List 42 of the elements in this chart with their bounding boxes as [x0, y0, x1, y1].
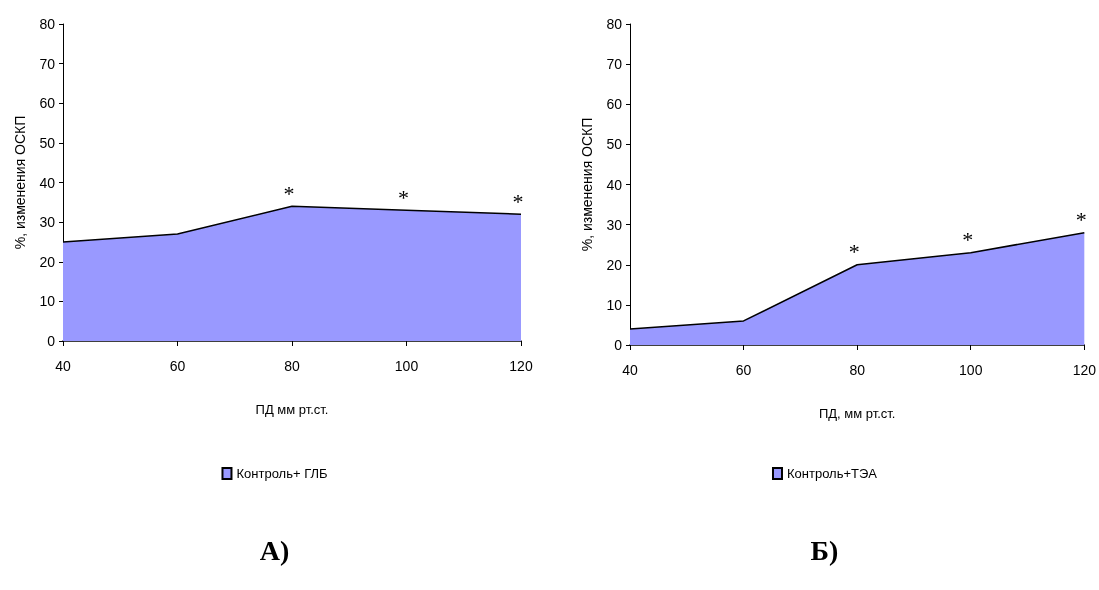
y-tick-label: 40 — [39, 174, 56, 191]
y-tick-label: 70 — [606, 56, 623, 73]
y-axis-title: %, изменения ОСКП — [579, 117, 595, 252]
x-axis-title: ПД мм рт.ст. — [255, 402, 329, 417]
x-tick-label: 120 — [509, 358, 533, 374]
y-tick-label: 50 — [606, 136, 623, 153]
y-tick-label: 50 — [39, 134, 56, 151]
annotation: * — [512, 188, 524, 214]
x-tick-label: 40 — [55, 358, 71, 374]
y-tick-label: 10 — [39, 293, 56, 310]
legend-label: Контроль+ ГЛБ — [236, 466, 328, 481]
x-tick-label: 100 — [394, 358, 419, 374]
y-axis-title: %, изменения ОСКП — [12, 115, 28, 250]
y-tick-label: 70 — [39, 55, 56, 72]
text: А) — [259, 534, 290, 566]
x-tick-label: 60 — [735, 362, 752, 378]
x-tick-label: 40 — [622, 362, 638, 378]
y-tick-label: 30 — [606, 216, 623, 233]
y-tick-label: 0 — [47, 333, 56, 349]
x-tick-label: 100 — [959, 362, 983, 378]
x-tick-label: 80 — [284, 358, 300, 374]
annotation: * — [398, 184, 409, 210]
y-tick-label: 20 — [39, 253, 56, 270]
annotation: * — [848, 239, 860, 265]
y-tick-label: 60 — [606, 96, 623, 113]
x-tick-label: 80 — [849, 362, 866, 378]
annotation: * — [1075, 207, 1087, 233]
y-tick-label: 80 — [39, 16, 56, 32]
x-axis-title: ПД, мм рт.ст. — [818, 406, 896, 421]
x-tick-label: 120 — [1072, 362, 1097, 378]
text: Б) — [810, 534, 839, 566]
y-tick-label: 0 — [614, 337, 623, 353]
legend-label: Контроль+ТЭА — [786, 466, 878, 481]
y-tick-label: 60 — [39, 95, 56, 112]
annotation: * — [962, 227, 974, 253]
annotation: * — [283, 180, 295, 206]
y-tick-label: 40 — [606, 176, 623, 193]
y-tick-label: 10 — [606, 296, 623, 313]
y-tick-label: 80 — [606, 16, 623, 32]
y-tick-label: 20 — [606, 256, 623, 273]
x-tick-label: 60 — [169, 358, 186, 374]
y-tick-label: 30 — [39, 214, 56, 231]
